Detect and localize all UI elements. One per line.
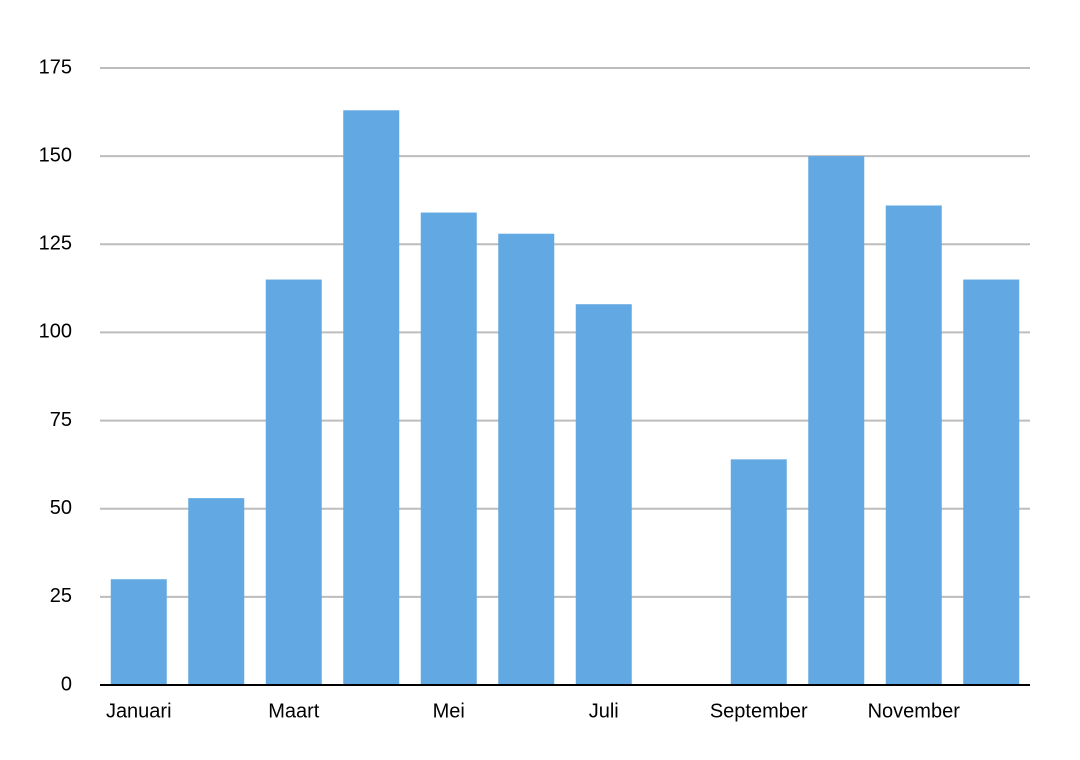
bar <box>498 233 555 686</box>
x-tick-label: September <box>710 700 808 722</box>
bar <box>730 459 787 685</box>
y-tick-label: 150 <box>39 144 72 166</box>
bar <box>885 205 942 685</box>
bar <box>963 279 1020 685</box>
x-tick-label: Januari <box>106 700 172 722</box>
bar <box>110 579 167 685</box>
x-tick-label: November <box>868 700 961 722</box>
x-tick-label: Juli <box>589 700 619 722</box>
x-tick-label: Maart <box>268 700 320 722</box>
y-tick-label: 50 <box>50 497 72 519</box>
bar <box>420 212 477 685</box>
bar <box>265 279 322 685</box>
y-tick-label: 75 <box>50 409 72 431</box>
y-tick-label: 25 <box>50 585 72 607</box>
bar <box>188 498 245 685</box>
y-tick-label: 125 <box>39 233 72 255</box>
y-tick-label: 0 <box>61 673 72 695</box>
bar <box>343 110 400 685</box>
y-tick-label: 175 <box>39 56 72 78</box>
bar <box>575 304 632 685</box>
x-tick-label: Mei <box>433 700 465 722</box>
y-tick-label: 100 <box>39 321 72 343</box>
bar <box>808 156 865 686</box>
